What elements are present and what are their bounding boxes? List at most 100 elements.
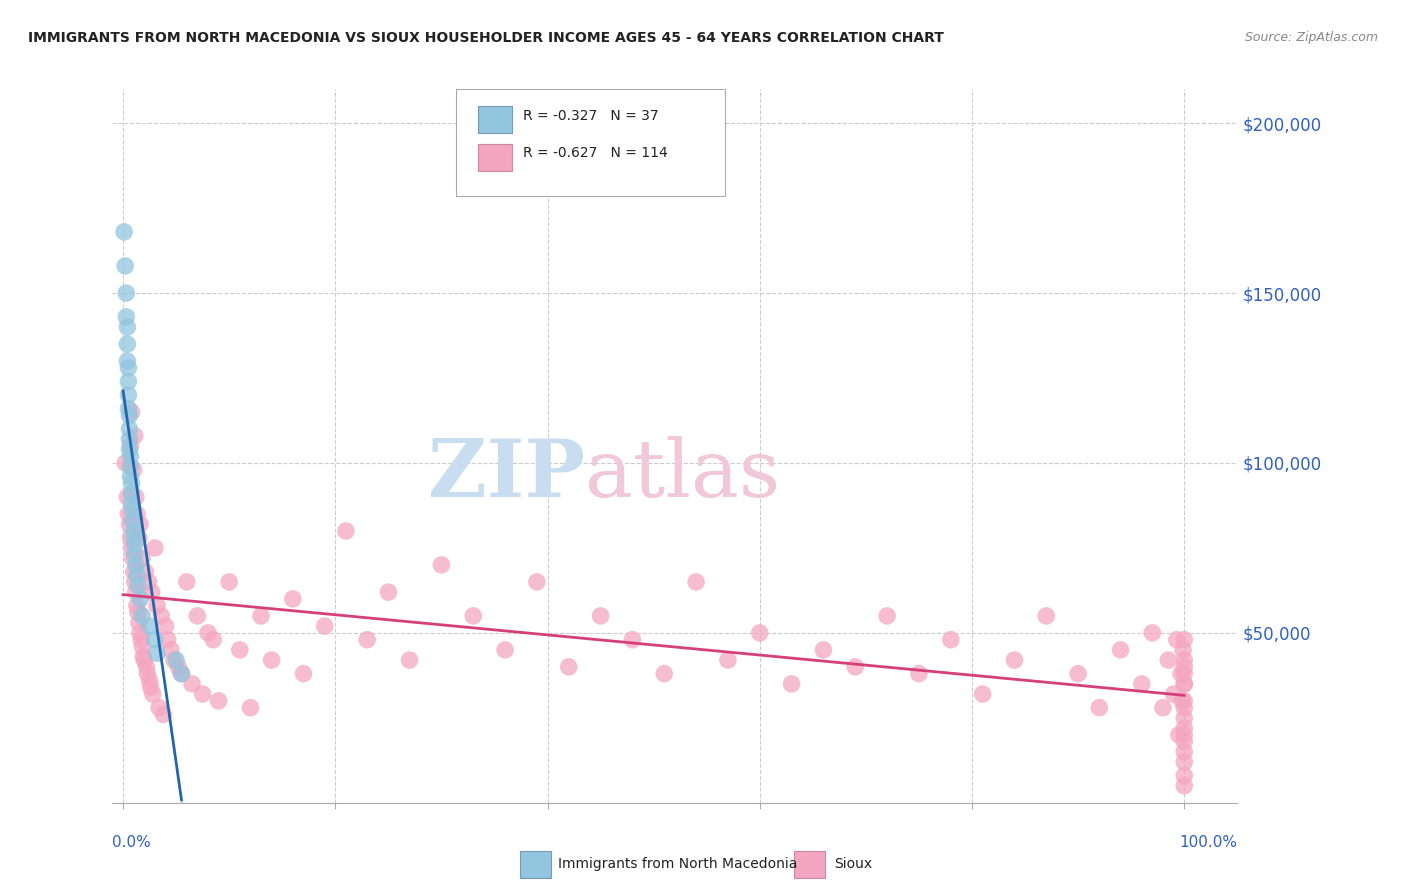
Point [118, 442, 141, 457]
Point [186, 608, 208, 623]
Point [1173, 711, 1195, 725]
Point [1173, 734, 1195, 748]
Text: IMMIGRANTS FROM NORTH MACEDONIA VS SIOUX HOUSEHOLDER INCOME AGES 45 - 64 YEARS C: IMMIGRANTS FROM NORTH MACEDONIA VS SIOUX… [28, 31, 943, 45]
Point [163, 653, 186, 667]
Point [114, 456, 136, 470]
FancyBboxPatch shape [478, 106, 512, 134]
Point [1173, 677, 1195, 691]
Point [1173, 700, 1195, 714]
Point [129, 517, 152, 532]
Point [112, 225, 135, 239]
Point [156, 632, 179, 647]
Point [494, 643, 516, 657]
Point [120, 439, 142, 453]
Point [125, 599, 148, 613]
Point [160, 643, 183, 657]
Point [128, 531, 150, 545]
Point [150, 608, 173, 623]
Point [1152, 700, 1174, 714]
Text: R = -0.327   N = 37: R = -0.327 N = 37 [523, 109, 658, 122]
Point [125, 568, 148, 582]
Point [134, 653, 156, 667]
Point [218, 574, 240, 589]
Point [135, 660, 157, 674]
Point [1067, 666, 1090, 681]
Point [117, 490, 139, 504]
Point [780, 677, 803, 691]
Point [685, 574, 707, 589]
Point [134, 565, 156, 579]
Point [748, 626, 770, 640]
Point [1142, 626, 1164, 640]
Point [191, 687, 214, 701]
Point [876, 608, 898, 623]
Point [118, 432, 141, 446]
Point [1173, 632, 1195, 647]
Point [120, 531, 142, 545]
Point [1171, 694, 1194, 708]
Point [430, 558, 453, 572]
Text: atlas: atlas [585, 435, 780, 514]
Point [128, 615, 150, 630]
Point [139, 680, 162, 694]
Text: 100.0%: 100.0% [1180, 835, 1237, 850]
Point [1163, 687, 1185, 701]
Point [124, 548, 146, 562]
Point [120, 459, 142, 474]
Point [124, 537, 146, 551]
Point [1109, 643, 1132, 657]
Point [1173, 643, 1195, 657]
Point [117, 320, 139, 334]
Point [115, 310, 138, 324]
Point [132, 649, 155, 664]
Point [207, 694, 229, 708]
Point [717, 653, 740, 667]
Point [197, 626, 219, 640]
Point [121, 497, 143, 511]
Point [314, 619, 336, 633]
Point [621, 632, 644, 647]
Point [142, 687, 165, 701]
Point [118, 422, 141, 436]
Point [229, 643, 252, 657]
Point [165, 653, 187, 667]
Point [1173, 653, 1195, 667]
Point [121, 541, 143, 555]
Point [141, 585, 163, 599]
Point [1173, 666, 1195, 681]
Point [114, 259, 136, 273]
Point [356, 632, 378, 647]
Point [117, 388, 139, 402]
Point [1173, 779, 1195, 793]
Point [181, 677, 204, 691]
Point [122, 524, 145, 538]
Point [1130, 677, 1153, 691]
Point [1173, 769, 1195, 783]
Point [124, 429, 146, 443]
Point [1173, 721, 1195, 735]
Point [652, 666, 675, 681]
Point [148, 700, 170, 714]
Point [1173, 755, 1195, 769]
Point [1173, 728, 1195, 742]
Point [125, 558, 148, 572]
Text: R = -0.627   N = 114: R = -0.627 N = 114 [523, 146, 668, 161]
Point [463, 608, 485, 623]
Text: Immigrants from North Macedonia: Immigrants from North Macedonia [558, 857, 797, 871]
Text: Sioux: Sioux [834, 857, 872, 871]
Point [972, 687, 994, 701]
Point [117, 354, 139, 368]
Point [118, 517, 141, 532]
Point [526, 574, 548, 589]
Point [176, 574, 198, 589]
Point [121, 503, 143, 517]
Point [125, 490, 148, 504]
Point [146, 599, 169, 613]
Text: 0.0%: 0.0% [112, 835, 152, 850]
Point [1167, 728, 1189, 742]
Point [143, 632, 166, 647]
Point [129, 632, 152, 647]
Point [1004, 653, 1026, 667]
Point [170, 666, 193, 681]
Point [121, 551, 143, 566]
